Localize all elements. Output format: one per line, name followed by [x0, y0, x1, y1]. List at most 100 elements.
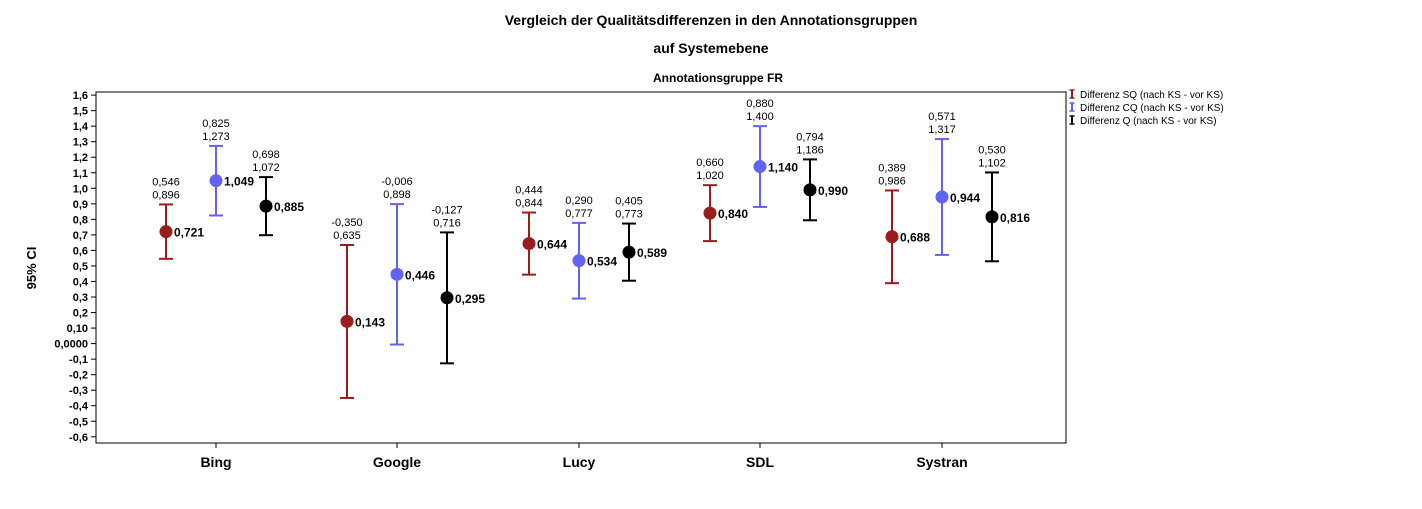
x-tick-label: Lucy: [563, 454, 596, 470]
x-tick-label: Systran: [916, 454, 967, 470]
legend-label: Differenz CQ (nach KS - vor KS): [1080, 103, 1224, 114]
mean-label: 0,721: [174, 226, 204, 240]
y-tick-label: 0,6: [73, 245, 88, 257]
mean-point: [522, 237, 536, 251]
y-tick-label: -0,4: [69, 401, 89, 413]
ci-upper-label: 0,896: [152, 189, 180, 201]
ci-upper-label: 0,716: [433, 217, 461, 229]
mean-label: 1,140: [768, 161, 798, 175]
y-tick-label: 0,3: [73, 292, 88, 304]
y-tick-label: -0,3: [69, 385, 88, 397]
mean-point: [390, 267, 404, 281]
y-tick-label: 0,4: [73, 276, 89, 288]
ci-upper-label: 0,773: [615, 209, 643, 221]
y-tick-label: 1,3: [73, 137, 88, 149]
y-tick-label: 1,4: [73, 121, 89, 133]
x-axis: Bing Google Lucy SDL Systran: [200, 443, 968, 470]
ci-lower-label: 0,444: [515, 185, 543, 197]
ci-lower-label: 0,698: [252, 149, 280, 161]
ci-lower-label: 0,825: [202, 118, 230, 130]
ci-lower-label: 0,660: [696, 157, 724, 169]
ci-upper-label: 1,020: [696, 170, 724, 182]
y-tick-label: 0,0000: [54, 339, 88, 351]
mean-label: 0,589: [637, 246, 667, 260]
ci-lower-label: 0,546: [152, 176, 180, 188]
legend-item: Differenz CQ (nach KS - vor KS): [1069, 102, 1224, 114]
ci-upper-label: 1,317: [928, 124, 956, 136]
ci-upper-label: 1,400: [746, 111, 774, 123]
mean-label: 1,049: [224, 175, 254, 189]
mean-point: [440, 291, 454, 305]
mean-point: [985, 210, 999, 224]
ci-upper-label: 0,777: [565, 208, 593, 220]
ci-upper-label: 1,273: [202, 131, 230, 143]
mean-point: [159, 225, 173, 239]
mean-label: 0,534: [587, 255, 617, 269]
ci-lower-label: 0,405: [615, 196, 643, 208]
y-tick-label: 0,8: [73, 214, 88, 226]
ci-upper-label: 0,986: [878, 175, 906, 187]
ci-upper-label: 1,102: [978, 157, 1006, 169]
mean-point: [572, 254, 586, 268]
y-tick-label: 1,0: [73, 183, 88, 195]
ci-lower-label: 0,389: [878, 162, 906, 174]
y-tick-label: 1,2: [73, 152, 88, 164]
y-tick-label: 0,10: [67, 323, 88, 335]
y-tick-label: -0,5: [69, 416, 88, 428]
mean-label: 0,295: [455, 292, 485, 306]
y-axis: 1,6 1,5 1,4 1,3 1,2 1,1 1,0 0,9 0,8 0,7 0,6 0,5 0,4 0…: [54, 90, 96, 444]
chart-title-line2: auf Systemebene: [653, 40, 768, 56]
y-axis-label: 95% CI: [24, 247, 39, 290]
ci-lower-label: 0,794: [796, 131, 824, 143]
x-tick-label: Google: [373, 454, 421, 470]
x-tick-label: SDL: [746, 454, 774, 470]
y-tick-label: 0,2: [73, 308, 88, 320]
mean-label: 0,446: [405, 268, 435, 282]
chart-title: Vergleich der Qualitätsdifferenzen in de…: [505, 12, 918, 28]
mean-label: 0,644: [537, 238, 567, 252]
ci-lower-label: -0,006: [381, 176, 412, 188]
ci-lower-label: 0,880: [746, 98, 774, 110]
y-tick-label: 0,5: [73, 261, 88, 273]
y-tick-label: -0,6: [69, 432, 88, 444]
mean-label: 0,990: [818, 184, 848, 198]
x-tick-label: Bing: [200, 454, 231, 470]
legend-item: Differenz SQ (nach KS - vor KS): [1069, 89, 1223, 101]
mean-label: 0,944: [950, 191, 980, 205]
mean-point: [340, 314, 354, 328]
ci-lower-label: 0,290: [565, 195, 593, 207]
ci-lower-label: -0,127: [431, 204, 462, 216]
mean-label: 0,816: [1000, 211, 1030, 225]
y-tick-label: -0,1: [69, 354, 88, 366]
legend-label: Differenz Q (nach KS - vor KS): [1080, 116, 1217, 127]
legend-label: Differenz SQ (nach KS - vor KS): [1080, 90, 1223, 101]
ci-lower-label: 0,530: [978, 144, 1006, 156]
ci-upper-label: 0,898: [383, 189, 411, 201]
mean-point: [703, 206, 717, 220]
y-tick-label: 1,1: [73, 168, 88, 180]
mean-label: 0,885: [274, 200, 304, 214]
plot-area: [95, 91, 1067, 444]
mean-label: 0,840: [718, 207, 748, 221]
mean-point: [803, 183, 817, 197]
mean-label: 0,688: [900, 231, 930, 245]
y-tick-label: 0,7: [73, 230, 88, 242]
legend-item: Differenz Q (nach KS - vor KS): [1069, 115, 1217, 127]
mean-point: [622, 245, 636, 259]
mean-label: 0,143: [355, 315, 385, 329]
